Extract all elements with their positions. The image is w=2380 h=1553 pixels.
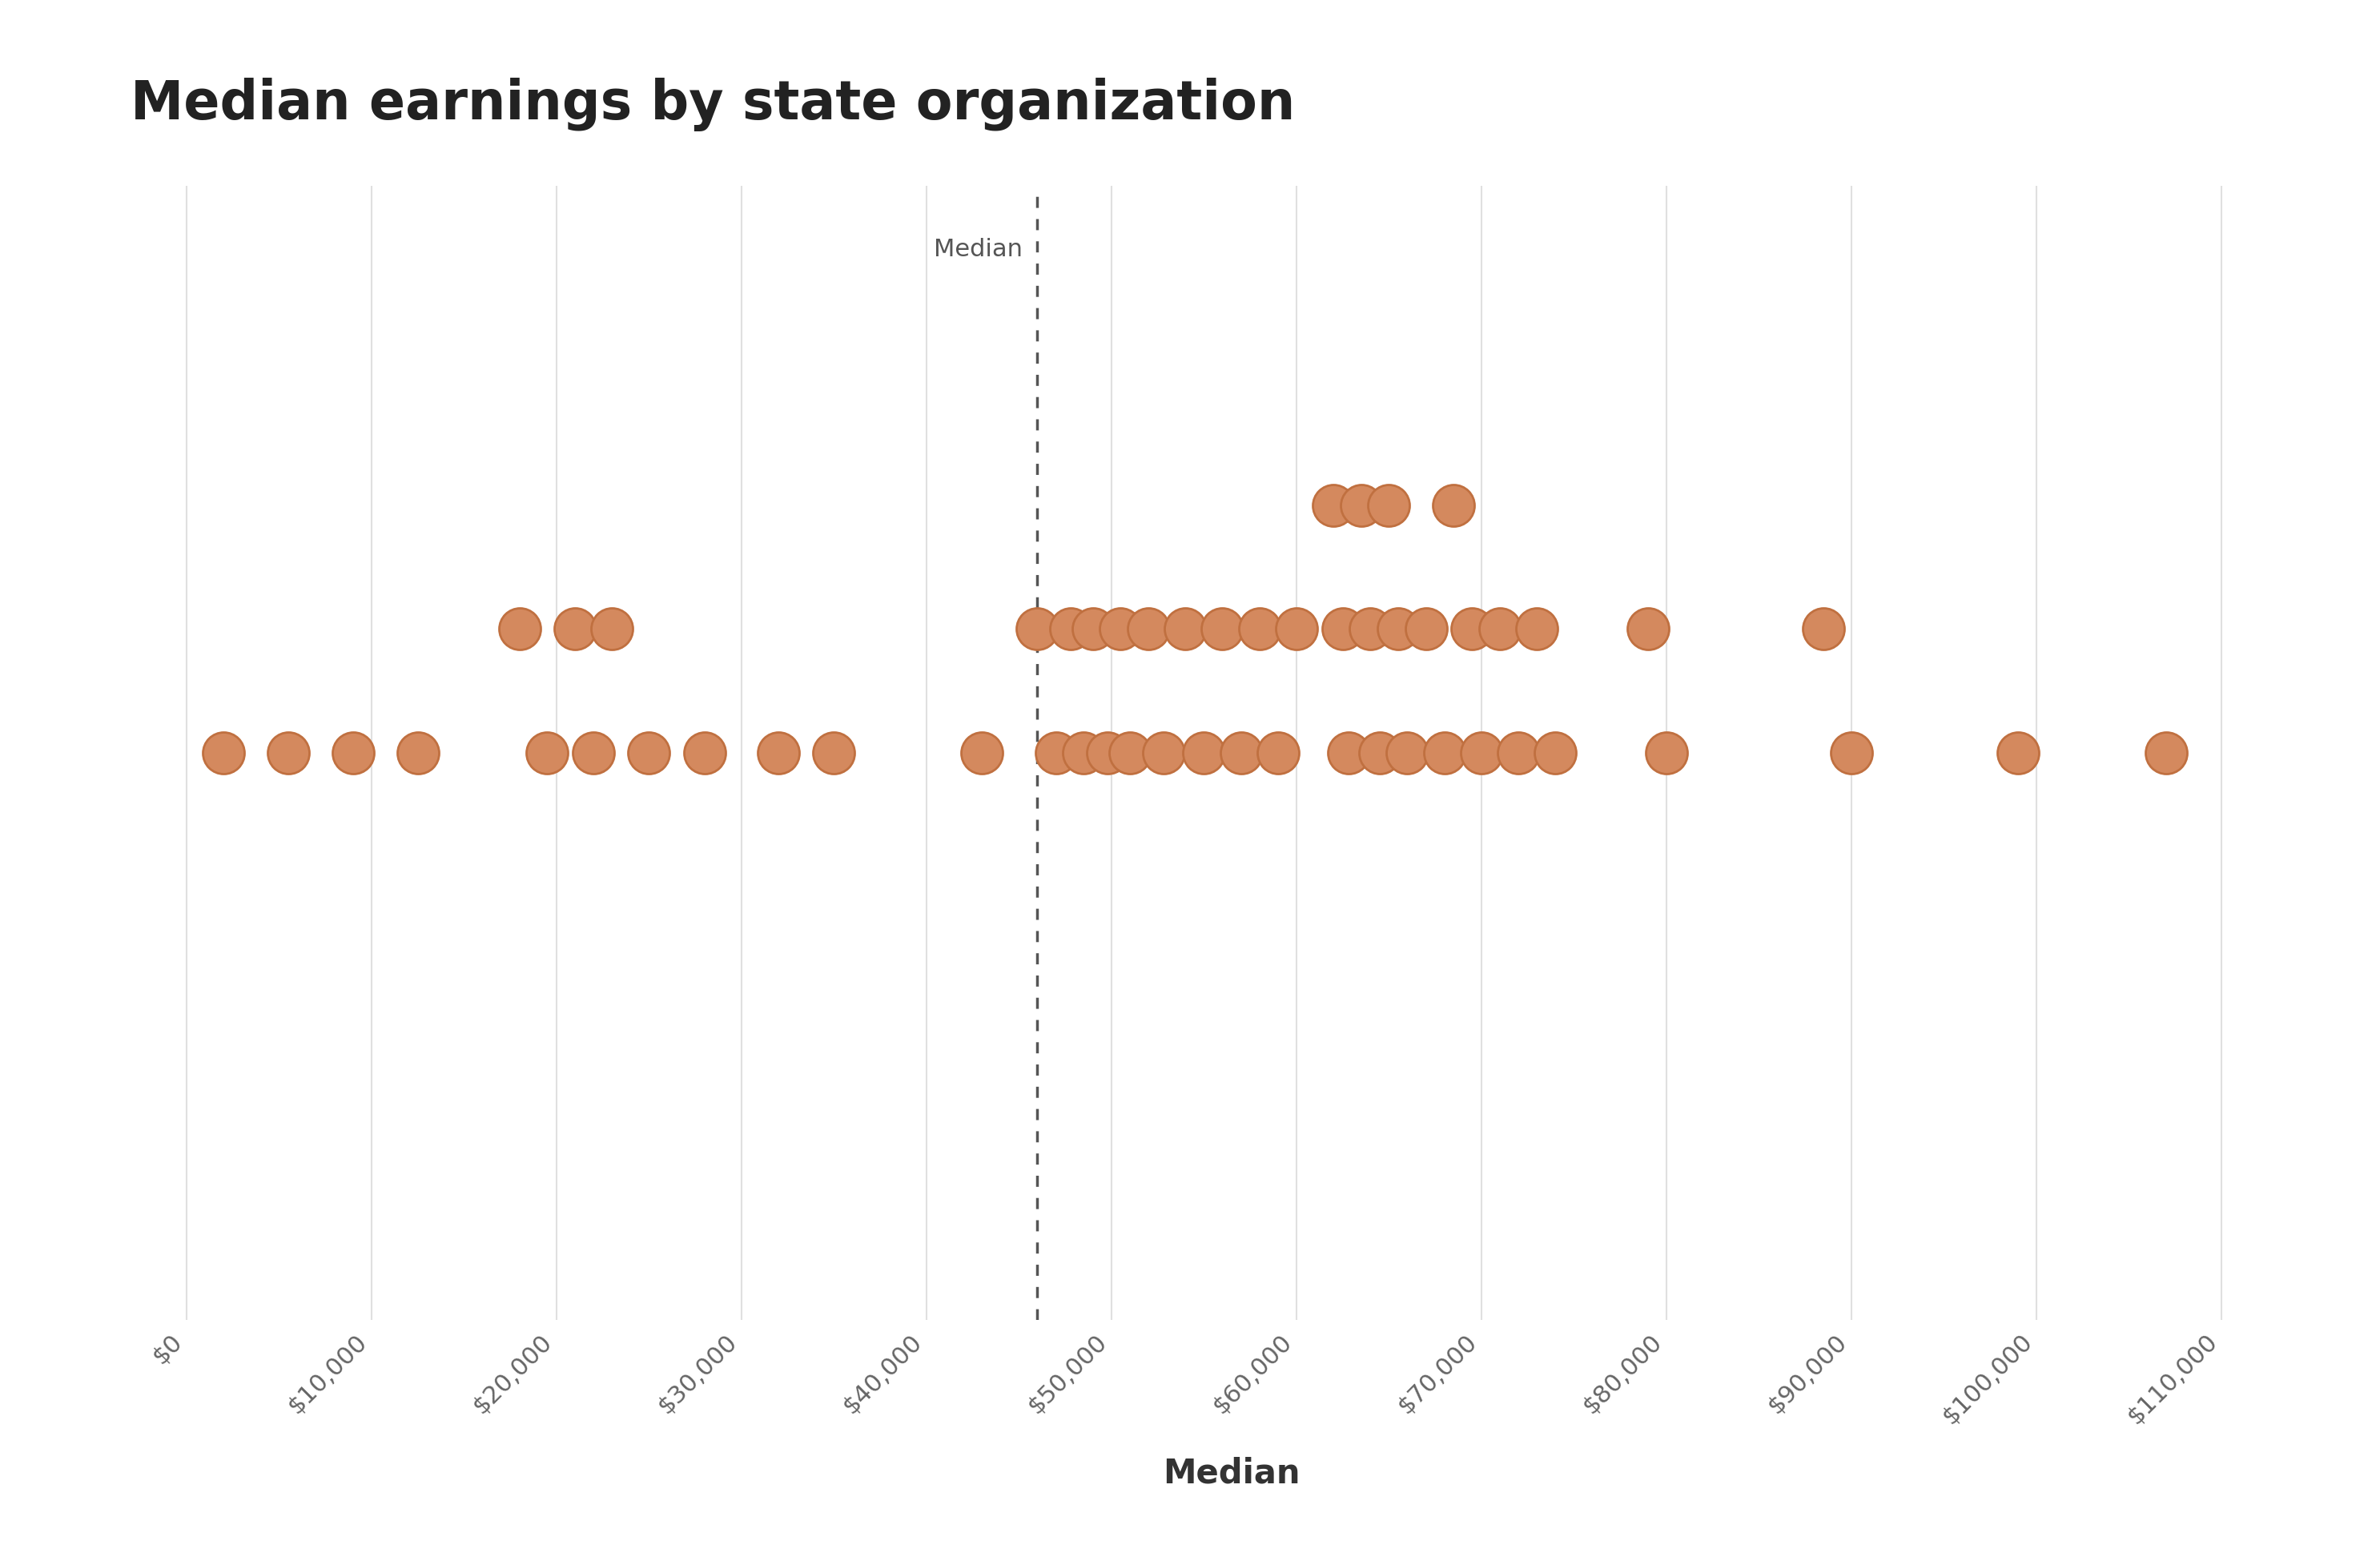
Point [1240,617,1278,641]
Point [964,741,1002,766]
Point [333,741,371,766]
Point [1278,617,1316,641]
Point [1647,741,1685,766]
Point [1499,741,1537,766]
Point [1019,617,1057,641]
Point [1166,617,1204,641]
Point [1537,741,1576,766]
Point [557,617,595,641]
Point [1388,741,1426,766]
Point [1130,617,1169,641]
Point [1999,741,2037,766]
Point [1064,741,1102,766]
Point [1352,617,1390,641]
Point [205,741,243,766]
Point [685,741,724,766]
Point [1426,741,1464,766]
Point [269,741,307,766]
Point [759,741,797,766]
Point [1435,494,1473,519]
Point [631,741,669,766]
Point [1371,494,1409,519]
Point [1628,617,1666,641]
Point [814,741,852,766]
Point [397,741,436,766]
Point [2147,741,2185,766]
Point [1833,741,1871,766]
Point [1259,741,1297,766]
Text: Median: Median [933,238,1023,261]
Point [1461,741,1499,766]
X-axis label: Median: Median [1164,1455,1299,1489]
Point [1052,617,1090,641]
Point [1361,741,1399,766]
Point [1323,617,1361,641]
Point [593,617,631,641]
Point [1314,494,1352,519]
Point [1185,741,1223,766]
Point [574,741,612,766]
Point [1480,617,1518,641]
Point [1518,617,1557,641]
Point [1088,741,1126,766]
Point [1454,617,1492,641]
Point [1073,617,1111,641]
Point [1342,494,1380,519]
Text: Median earnings by state organization: Median earnings by state organization [131,78,1295,132]
Point [1328,741,1366,766]
Point [1111,741,1150,766]
Point [1102,617,1140,641]
Point [1204,617,1242,641]
Point [1221,741,1259,766]
Point [1145,741,1183,766]
Point [1038,741,1076,766]
Point [1804,617,1842,641]
Point [1407,617,1445,641]
Point [1378,617,1416,641]
Point [528,741,566,766]
Point [500,617,538,641]
